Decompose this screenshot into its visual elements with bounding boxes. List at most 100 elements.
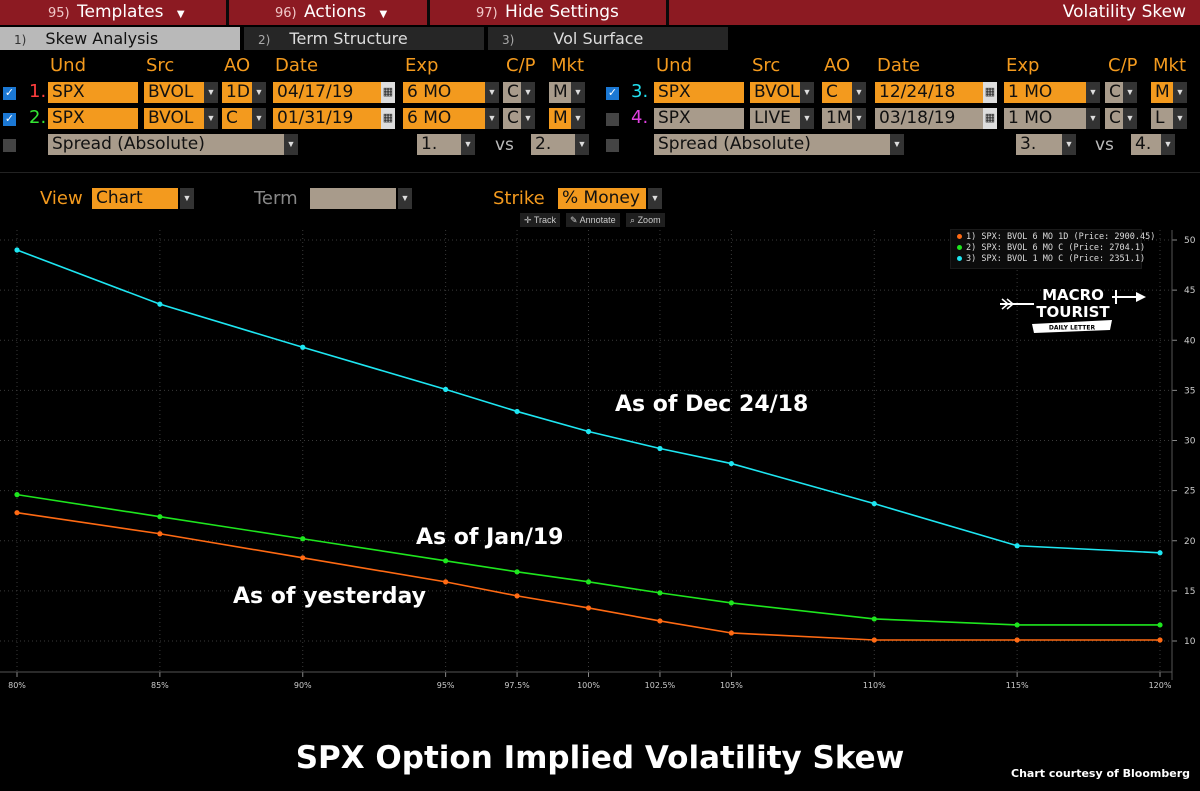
actions-menu[interactable]: 96) Actions ▼	[229, 0, 427, 25]
actions-number: 96)	[275, 6, 297, 21]
row-1-exp-field[interactable]: 6 MO	[403, 82, 485, 103]
chevron-down-icon[interactable]: ▼	[1173, 108, 1187, 129]
chevron-down-icon[interactable]: ▼	[284, 134, 298, 155]
chevron-down-icon[interactable]: ▼	[1086, 108, 1100, 129]
spread-left-checkbox[interactable]	[3, 139, 16, 152]
chevron-down-icon[interactable]: ▼	[890, 134, 904, 155]
chevron-down-icon[interactable]: ▼	[204, 82, 218, 103]
row-4-checkbox[interactable]	[606, 113, 619, 126]
chevron-down-icon[interactable]: ▼	[252, 108, 266, 129]
row-1-ao-field[interactable]: 1D	[222, 82, 252, 103]
legend-item: 3) SPX: BVOL 1 MO C (Price: 2351.1)	[957, 254, 1145, 264]
chevron-down-icon[interactable]: ▼	[252, 82, 266, 103]
row-3-und-field[interactable]: SPX	[654, 82, 744, 103]
row-2-und-field[interactable]: SPX	[48, 108, 138, 129]
row-3-src-field[interactable]: BVOL	[750, 82, 800, 103]
spread-right-b[interactable]: 4.	[1131, 134, 1161, 155]
menu-bar: 95) Templates ▼ 96) Actions ▼ 97) Hide S…	[0, 0, 1200, 25]
y-tick-label: 30	[1184, 437, 1196, 447]
spread-left-b[interactable]: 2.	[531, 134, 575, 155]
macro-tourist-logo: MACRO TOURIST DAILY LETTER	[998, 284, 1148, 338]
row-4-cp-field[interactable]: C	[1105, 108, 1123, 129]
tab-skew-analysis[interactable]: 1) Skew Analysis	[0, 27, 240, 50]
chevron-down-icon[interactable]: ▼	[521, 108, 535, 129]
track-button[interactable]: ✛ Track	[520, 213, 561, 227]
row-1-und-field[interactable]: SPX	[48, 82, 138, 103]
chevron-down-icon[interactable]: ▼	[1161, 134, 1175, 155]
annotate-button[interactable]: ✎ Annotate	[566, 213, 620, 227]
chevron-down-icon[interactable]: ▼	[575, 134, 589, 155]
row-4-date-field[interactable]: 03/18/19	[875, 108, 983, 129]
series-3-point	[657, 445, 663, 452]
x-tick-label: 95%	[437, 681, 455, 690]
chevron-down-icon[interactable]: ▼	[204, 108, 218, 129]
chevron-down-icon[interactable]: ▼	[571, 108, 585, 129]
chevron-down-icon[interactable]: ▼	[800, 108, 814, 129]
row-1-checkbox[interactable]: ✓	[3, 87, 16, 100]
zoom-button[interactable]: ⌕ Zoom	[626, 213, 665, 227]
header-src: Src	[146, 55, 175, 76]
row-1-cp-field[interactable]: C	[503, 82, 521, 103]
chevron-down-icon[interactable]: ▼	[852, 82, 866, 103]
chevron-down-icon[interactable]: ▼	[800, 82, 814, 103]
row-4-und-field[interactable]: SPX	[654, 108, 744, 129]
calendar-icon[interactable]: ▦	[381, 82, 395, 103]
row-4-ao-field[interactable]: 1M	[822, 108, 852, 129]
spread-right-select[interactable]: Spread (Absolute)	[654, 134, 890, 155]
chevron-down-icon[interactable]: ▼	[180, 188, 194, 209]
chevron-down-icon[interactable]: ▼	[571, 82, 585, 103]
tab-vol-surface[interactable]: 3) Vol Surface	[488, 27, 728, 50]
row-4-exp-field[interactable]: 1 MO	[1004, 108, 1086, 129]
chevron-down-icon[interactable]: ▼	[485, 82, 499, 103]
calendar-icon[interactable]: ▦	[983, 82, 997, 103]
chevron-down-icon[interactable]: ▼	[398, 188, 412, 209]
row-3-checkbox[interactable]: ✓	[606, 87, 619, 100]
term-label: Term	[254, 188, 298, 209]
row-2-cp-field[interactable]: C	[503, 108, 521, 129]
templates-menu[interactable]: 95) Templates ▼	[0, 0, 226, 25]
skew-chart: 10 15 20 25 30 35 40 45 50 80% 85% 90% 95% 97.5% 100%…	[0, 230, 1196, 690]
row-2-checkbox[interactable]: ✓	[3, 113, 16, 126]
row-3-cp-field[interactable]: C	[1105, 82, 1123, 103]
row-2-mkt-field[interactable]: M	[549, 108, 571, 129]
chevron-down-icon[interactable]: ▼	[1086, 82, 1100, 103]
row-2-exp-field[interactable]: 6 MO	[403, 108, 485, 129]
term-select[interactable]	[310, 188, 396, 209]
chevron-down-icon: ▼	[176, 9, 185, 20]
row-1-mkt-field[interactable]: M	[549, 82, 571, 103]
row-1-date-field[interactable]: 04/17/19	[273, 82, 381, 103]
row-2-ao-field[interactable]: C	[222, 108, 252, 129]
hide-settings-button[interactable]: 97) Hide Settings	[430, 0, 666, 25]
chevron-down-icon[interactable]: ▼	[1062, 134, 1076, 155]
chevron-down-icon[interactable]: ▼	[461, 134, 475, 155]
chevron-down-icon[interactable]: ▼	[521, 82, 535, 103]
row-3-ao-field[interactable]: C	[822, 82, 852, 103]
chevron-down-icon[interactable]: ▼	[1123, 108, 1137, 129]
strike-select[interactable]: % Money	[558, 188, 646, 209]
series-line-3	[16, 249, 1161, 554]
row-3-date-field[interactable]: 12/24/18	[875, 82, 983, 103]
row-4-mkt-field[interactable]: L	[1151, 108, 1173, 129]
chevron-down-icon[interactable]: ▼	[852, 108, 866, 129]
row-3-mkt-field[interactable]: M	[1151, 82, 1173, 103]
spread-right-checkbox[interactable]	[606, 139, 619, 152]
vs-label: vs	[1095, 135, 1114, 155]
spread-right-a[interactable]: 3.	[1016, 134, 1062, 155]
chevron-down-icon[interactable]: ▼	[1123, 82, 1137, 103]
calendar-icon[interactable]: ▦	[983, 108, 997, 129]
spread-left-a[interactable]: 1.	[417, 134, 461, 155]
tab-term-structure[interactable]: 2) Term Structure	[244, 27, 484, 50]
calendar-icon[interactable]: ▦	[381, 108, 395, 129]
view-select[interactable]: Chart	[92, 188, 178, 209]
row-3-exp-field[interactable]: 1 MO	[1004, 82, 1086, 103]
row-2-src-field[interactable]: BVOL	[144, 108, 204, 129]
row-1-number: 1.	[29, 81, 47, 102]
row-1-src-field[interactable]: BVOL	[144, 82, 204, 103]
chevron-down-icon[interactable]: ▼	[648, 188, 662, 209]
spread-left-select[interactable]: Spread (Absolute)	[48, 134, 284, 155]
chevron-down-icon[interactable]: ▼	[1173, 82, 1187, 103]
magnifier-icon: ⌕	[630, 215, 636, 225]
row-4-src-field[interactable]: LIVE	[750, 108, 800, 129]
chevron-down-icon[interactable]: ▼	[485, 108, 499, 129]
row-2-date-field[interactable]: 01/31/19	[273, 108, 381, 129]
